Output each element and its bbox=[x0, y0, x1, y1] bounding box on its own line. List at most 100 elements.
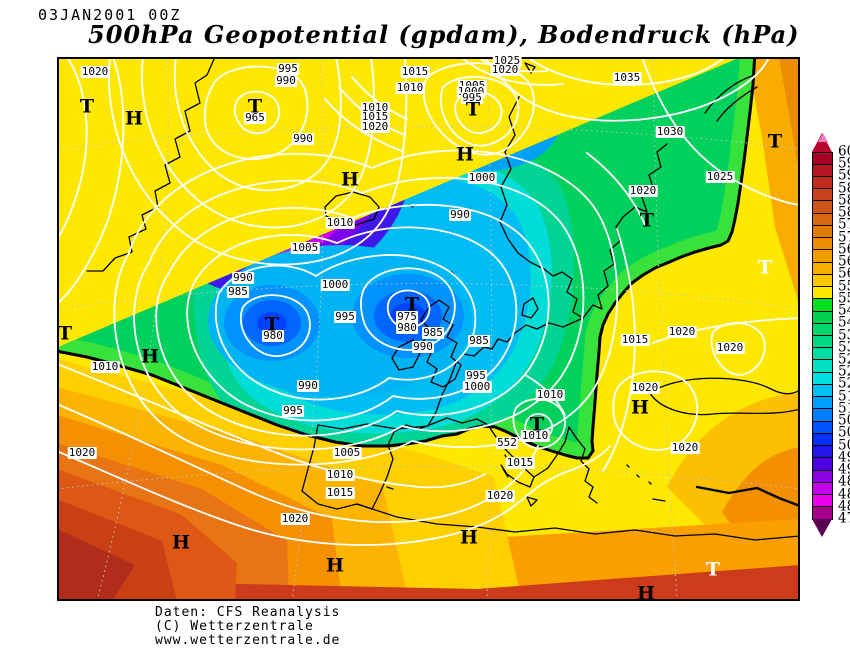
weather-map-canvas bbox=[57, 57, 800, 601]
page-title: 500hPa Geopotential (gpdam), Bodendruck … bbox=[88, 20, 800, 49]
color-scale-tick bbox=[812, 420, 833, 422]
color-scale-tick bbox=[812, 273, 833, 275]
color-scale-tick bbox=[812, 310, 833, 312]
color-scale-tick-label: 568 bbox=[838, 241, 850, 258]
color-scale-segment bbox=[812, 274, 833, 288]
color-scale-tick-label: 548 bbox=[838, 302, 850, 319]
color-scale-tick bbox=[812, 396, 833, 398]
color-scale-segment bbox=[812, 396, 833, 410]
color-scale-tick bbox=[812, 151, 833, 153]
color-scale-tick-label: 516 bbox=[838, 388, 850, 405]
color-scale-tick bbox=[812, 408, 833, 410]
color-scale-tick-label: 540 bbox=[838, 314, 850, 331]
color-scale-tick-label: 556 bbox=[838, 278, 850, 295]
color-scale-tick-label: 508 bbox=[838, 412, 850, 429]
color-scale-tick bbox=[812, 432, 833, 434]
color-scale-tick-label: 596 bbox=[838, 155, 850, 172]
map-credits: Daten: CFS Reanalysis (C) Wetterzentrale… bbox=[155, 606, 340, 648]
color-scale-tick bbox=[812, 494, 833, 496]
color-scale-tick-label: 484 bbox=[838, 486, 850, 503]
color-scale-segment bbox=[812, 408, 833, 422]
color-scale-tick bbox=[812, 175, 833, 177]
color-scale-segment bbox=[812, 347, 833, 361]
color-scale-segment bbox=[812, 494, 833, 508]
color-scale-segment bbox=[812, 470, 833, 483]
color-scale-segment bbox=[812, 433, 833, 447]
color-scale-tick bbox=[812, 506, 833, 508]
color-scale-tick bbox=[812, 457, 833, 459]
color-scale-tick-label: 532 bbox=[838, 339, 850, 356]
color-scale-tick-label: 552 bbox=[838, 290, 850, 307]
color-scale-segment bbox=[812, 213, 833, 226]
color-scale-segment bbox=[812, 445, 833, 459]
isobars bbox=[57, 57, 800, 546]
color-scale-tick bbox=[812, 188, 833, 190]
color-scale-segment bbox=[812, 176, 833, 190]
color-scale-tick-label: 576 bbox=[838, 216, 850, 233]
color-scale-segment bbox=[812, 249, 833, 263]
color-scale-tick-label: 476 bbox=[838, 510, 850, 527]
credit-line-1: Daten: CFS Reanalysis bbox=[155, 605, 341, 620]
color-scale-tick-label: 496 bbox=[838, 449, 850, 466]
color-scale-tick-label: 492 bbox=[838, 461, 850, 478]
color-scale-tick bbox=[812, 371, 833, 373]
color-scale-tick-label: 584 bbox=[838, 192, 850, 209]
color-scale-segment bbox=[812, 323, 833, 337]
color-scale-tick-label: 480 bbox=[838, 498, 850, 515]
color-scale-tick-label: 500 bbox=[838, 437, 850, 454]
color-scale-tick bbox=[812, 224, 833, 226]
color-scale-tick bbox=[812, 445, 833, 447]
color-scale-tick bbox=[812, 261, 833, 263]
color-scale-tick-label: 580 bbox=[838, 204, 850, 221]
color-scale-tick-label: 572 bbox=[838, 229, 850, 246]
color-scale-tick-label: 600 bbox=[838, 143, 850, 160]
color-scale-tick bbox=[812, 359, 833, 361]
color-scale-segment bbox=[812, 237, 833, 251]
color-scale-tick bbox=[812, 347, 833, 349]
map-area: 1020 995 990 965 990 1015 1010 1025 1020 1005 1000… bbox=[57, 55, 800, 603]
color-scale-segment bbox=[812, 335, 833, 349]
color-scale-segment bbox=[812, 164, 833, 178]
color-scale-segment bbox=[812, 298, 833, 312]
color-scale-bottom-arrow bbox=[812, 519, 832, 537]
color-scale-segment bbox=[812, 372, 833, 386]
color-scale-tick bbox=[812, 298, 833, 300]
color-scale-tick bbox=[812, 163, 833, 165]
color-scale-tick-label: 488 bbox=[838, 473, 850, 490]
color-scale-tick-label: 512 bbox=[838, 400, 850, 417]
color-scale-segment bbox=[812, 188, 833, 202]
color-scale-tick-label: 588 bbox=[838, 180, 850, 197]
color-scale-tick-label: 528 bbox=[838, 351, 850, 368]
color-scale-tick-label: 536 bbox=[838, 327, 850, 343]
coastlines bbox=[86, 57, 800, 541]
color-scale-tick bbox=[812, 286, 833, 288]
color-scale-tick bbox=[812, 237, 833, 239]
map-datetime: 03JAN2001 00Z bbox=[38, 6, 182, 24]
color-scale-segment bbox=[812, 482, 833, 496]
credit-line-3: www.wetterzentrale.de bbox=[155, 633, 341, 648]
color-scale-tick bbox=[812, 249, 833, 251]
color-scale-segment bbox=[812, 200, 833, 214]
color-scale-tick-label: 524 bbox=[838, 363, 850, 380]
color-scale-tick-label: 504 bbox=[838, 424, 850, 441]
color-scale-tick bbox=[812, 200, 833, 202]
color-scale-tick-label: 592 bbox=[838, 167, 850, 184]
color-scale-tick bbox=[812, 481, 833, 483]
color-scale-tick-label: 520 bbox=[838, 375, 850, 392]
color-scale-tick bbox=[812, 383, 833, 385]
color-scale-segment bbox=[812, 457, 833, 471]
color-scale-tick-label: 560 bbox=[838, 265, 850, 282]
color-scale-segment bbox=[812, 311, 833, 324]
color-scale-tick bbox=[812, 335, 833, 336]
color-scale-segment bbox=[812, 286, 833, 300]
color-scale-tick-label: 564 bbox=[838, 253, 850, 270]
color-scale-top-arrow-tip bbox=[817, 133, 828, 142]
geopotential-552-contour bbox=[57, 57, 757, 460]
color-scale-segment bbox=[812, 152, 833, 165]
map-border bbox=[57, 57, 800, 601]
color-scale-segment bbox=[812, 506, 833, 520]
color-scale-tick bbox=[812, 469, 833, 471]
color-scale-tick bbox=[812, 212, 833, 214]
color-scale-tick bbox=[812, 322, 833, 324]
